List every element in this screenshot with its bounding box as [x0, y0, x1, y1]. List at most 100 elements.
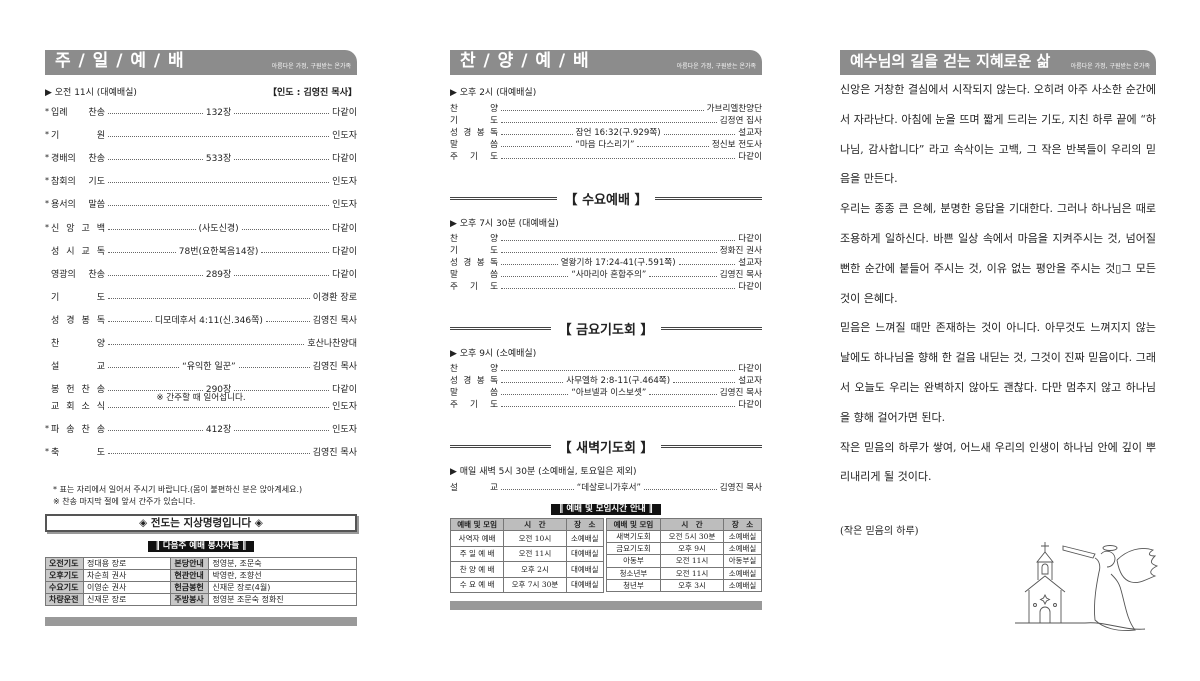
schedule-cell: 새벽기도회	[606, 529, 661, 544]
order-detail: 289장	[205, 269, 232, 280]
order-person: 다같이	[738, 234, 762, 244]
dot-leader	[234, 430, 330, 432]
footnote: * 표는 자리에서 일어서 주시기 바랍니다.(몸이 불편하신 분은 앉아계세요…	[53, 484, 303, 494]
order-row: 성 시 교 독 78번(요한복음14장) 다같이	[45, 239, 357, 262]
dawn-title: 【 새벽기도회 】	[558, 441, 654, 456]
servant-cell: 오전기도	[45, 556, 84, 570]
schedule-row: 주 일 예 배 오전 11시 대예배실	[449, 545, 605, 562]
schedule-cell: 오후 7시 30분	[503, 576, 567, 593]
order-person: 다같이	[332, 108, 357, 119]
order-row: 영광의 찬송 289장 다같이	[45, 262, 357, 285]
order-row: 주 기 도 다같이	[450, 150, 762, 162]
order-person: 김영진 목사	[312, 362, 358, 373]
order-row: 설 교 “유익한 일꾼” 김영진 목사	[45, 354, 357, 377]
schedule-row: 찬 양 예 배 오후 2시 대예배실	[449, 561, 605, 578]
schedule-cell: 소예배실	[723, 578, 762, 592]
order-label: 말 씀	[450, 388, 498, 398]
order-label: 기 도	[450, 246, 498, 256]
order-row: 찬 양 가브리엘찬양단	[450, 102, 762, 114]
dot-leader	[108, 274, 203, 276]
servant-cell: 이영순 권사	[82, 580, 172, 594]
dot-leader	[644, 488, 717, 490]
order-label: 말 씀	[450, 140, 498, 150]
footnotes: * 표는 자리에서 일어서 주시기 바랍니다.(몸이 불편하신 분은 앉아계세요…	[45, 484, 357, 508]
order-detail: 열왕기하 17:24-41(구.591쪽)	[560, 258, 676, 268]
order-row: 주 기 도 다같이	[450, 280, 762, 292]
order-person: 인도자	[332, 402, 357, 413]
friday-section-title: 【 금요기도회 】	[450, 319, 763, 338]
dot-leader	[234, 274, 330, 276]
order-person: 다같이	[332, 154, 357, 165]
dot-leader	[678, 263, 736, 265]
dot-leader	[501, 251, 717, 253]
order-row: * 입례 찬송 132장 다같이	[45, 100, 357, 123]
order-row: 찬 양 다같이	[450, 362, 762, 374]
order-label: 찬 양	[51, 338, 105, 349]
stand-marker: *	[45, 176, 49, 186]
order-row: 성 경 봉 독 사무엘하 2:8-11(구.464쪽) 설교자	[450, 374, 762, 386]
dot-leader	[649, 393, 717, 395]
order-detail: 132장	[205, 108, 232, 119]
order-label: 성 경 봉 독	[450, 128, 498, 138]
servant-cell: 차량운전	[45, 592, 84, 606]
wednesday-time-text: ▶ 오후 7시 30분 (대예배실)	[450, 219, 559, 229]
wednesday-section-title: 【 수요예배 】	[450, 189, 762, 208]
essay-paragraph: 작은 믿음의 하루가 쌓여, 어느새 우리의 인생이 하나님 안에 깊이 뿌리내…	[840, 440, 1156, 484]
schedule-row: 새벽기도회 오전 5시 30분 소예배실	[606, 529, 762, 544]
stand-marker: *	[45, 107, 49, 117]
essay-paragraph: 신앙은 거창한 결심에서 시작되지 않는다. 오히려 아주 사소한 순간에서 자…	[840, 83, 1156, 186]
dot-leader	[265, 320, 310, 322]
servant-cell: 정대용 장로	[82, 556, 172, 570]
schedule-cell: 오후 2시	[503, 561, 567, 578]
friday-time-text: ▶ 오후 9시 (소예배실)	[450, 349, 537, 359]
dot-leader	[108, 343, 305, 345]
dot-leader	[108, 113, 203, 115]
wednesday-title: 【 수요예배 】	[564, 193, 648, 208]
schedule-cell: 소예배실	[723, 529, 762, 544]
order-person: 김영진 목사	[719, 483, 763, 493]
order-detail: 78번(요한복음14장)	[178, 246, 259, 257]
order-label: 성 경 봉 독	[450, 376, 498, 386]
order-detail: 디모데후서 4:11(신.346쪽)	[154, 315, 263, 326]
order-person: 인도자	[332, 425, 357, 436]
dot-leader	[241, 228, 330, 230]
sunday-header: 주 / 일 / 예 / 배 아름다운 가정, 구원받는 온가족	[45, 50, 357, 75]
dot-leader	[234, 390, 330, 392]
order-label: 설 교	[450, 483, 498, 493]
order-person: 설교자	[738, 376, 762, 386]
dot-leader	[261, 251, 330, 253]
footer-bar	[45, 616, 357, 626]
order-person: 김정연 집사	[719, 116, 762, 126]
order-person: 다같이	[332, 269, 357, 280]
servant-cell: 헌금봉헌	[170, 580, 210, 594]
stand-marker: *	[45, 199, 49, 209]
praise-order-list: 찬 양 가브리엘찬양단 기 도 김정연 집사 성 경 봉 독 잠언 16:32(구.929…	[450, 102, 762, 162]
schedule-cell: 청소년부	[606, 566, 661, 580]
schedule-title: ‖ 예배 및 모임시간 안내 ‖	[551, 504, 661, 515]
schedule-row: 청소년부 오전 11시 소예배실	[606, 566, 762, 580]
church-icon	[1015, 542, 1085, 624]
order-row: 성 경 봉 독 디모데후서 4:11(신.346쪽) 김영진 목사	[45, 308, 357, 331]
order-label: 찬 양	[450, 234, 498, 244]
dot-leader	[238, 367, 310, 369]
order-person: 인도자	[332, 177, 357, 188]
schedule-cell: 찬 양 예 배	[449, 561, 505, 578]
order-person: 김영진 목사	[719, 388, 762, 398]
essay-paragraph: 우리는 종종 큰 은혜, 분명한 응답을 기대한다. 그러나 하나님은 때로 조…	[840, 202, 1156, 305]
schedule-cell: 대예배실	[565, 545, 605, 562]
order-detail: “마음 다스리기”	[575, 140, 635, 150]
dot-leader	[108, 159, 203, 161]
order-person: 김영진 목사	[719, 270, 762, 280]
servant-cell: 주방봉사	[170, 592, 210, 606]
order-detail: (사도신경)	[198, 223, 239, 234]
order-row: 성 경 봉 독 열왕기하 17:24-41(구.591쪽) 설교자	[450, 256, 762, 268]
dot-leader	[501, 275, 569, 277]
order-row: * 축 도 김영진 목사	[45, 440, 357, 463]
dot-leader	[108, 430, 203, 432]
dot-leader	[108, 297, 310, 299]
schedule-header-cell: 장 소	[723, 518, 762, 531]
schedule-cell: 청년부	[606, 578, 661, 592]
essay-title: 예수님의 길을 걷는 지혜로운 삶	[850, 52, 1051, 70]
dot-leader	[649, 275, 717, 277]
